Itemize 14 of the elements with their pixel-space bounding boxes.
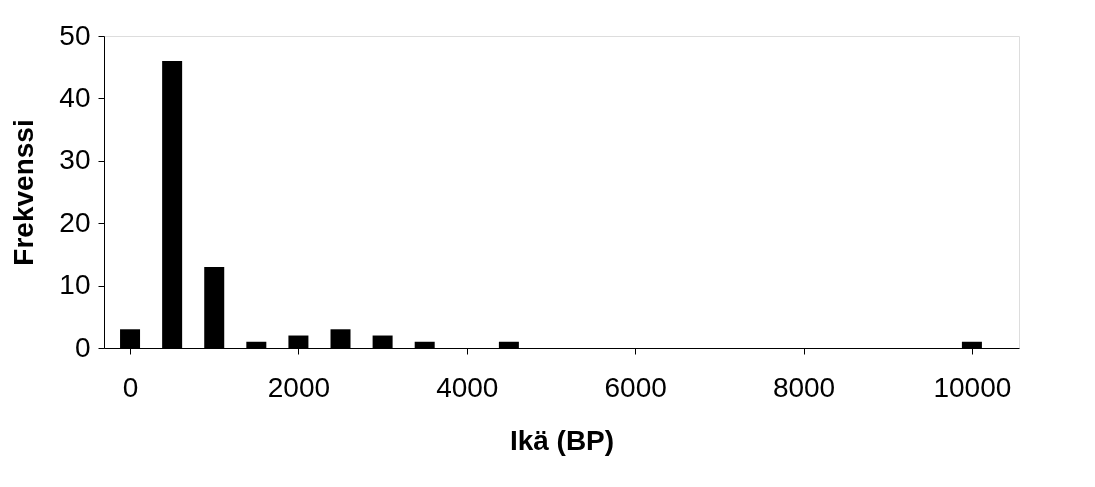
y-tick-label: 20 <box>59 206 91 238</box>
y-tick-label: 10 <box>59 269 91 301</box>
x-tick-label: 10000 <box>933 371 1012 403</box>
x-tick-label: 4000 <box>436 371 499 403</box>
y-tick-label: 40 <box>59 81 91 113</box>
x-tick-label: 8000 <box>772 371 836 403</box>
x-tick-label: 2000 <box>267 371 331 403</box>
x-tick-label: 6000 <box>604 371 667 403</box>
y-tick-label: 30 <box>59 144 91 176</box>
y-axis-title: Frekvenssi <box>8 119 40 266</box>
x-tick-label: 0 <box>122 371 139 403</box>
y-tick-label: 0 <box>74 331 91 363</box>
y-tick-label: 50 <box>59 19 91 51</box>
x-axis-title: Ikä (BP) <box>509 424 615 456</box>
